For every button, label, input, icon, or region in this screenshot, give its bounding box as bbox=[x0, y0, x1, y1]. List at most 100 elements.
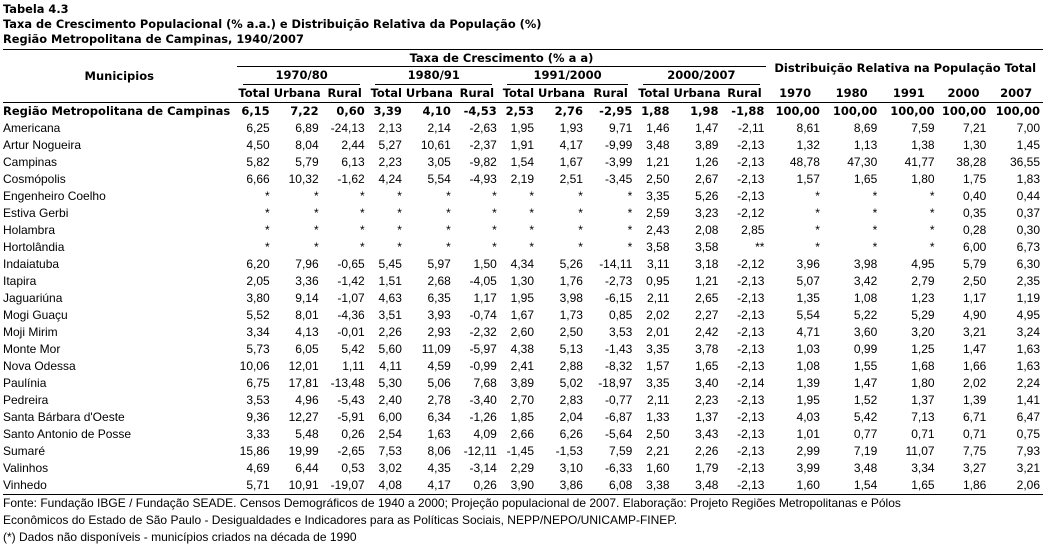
table-cell: 4,08 bbox=[367, 477, 405, 495]
table-cell: * bbox=[872, 240, 878, 254]
table-cell: 1,57 bbox=[646, 359, 670, 373]
table-cell: 0,26 bbox=[453, 477, 500, 495]
table-cell: 9,71 bbox=[608, 121, 633, 135]
table-cell: 0,77 bbox=[853, 427, 878, 441]
table-cell: -2,13 bbox=[737, 359, 765, 373]
table-cell: 1,08 bbox=[796, 359, 820, 373]
table-cell: -2,63 bbox=[469, 121, 497, 135]
table-cell: 5,06 bbox=[427, 376, 451, 390]
table-cell: -0,74 bbox=[469, 308, 497, 322]
table-cell: 2,01 bbox=[646, 325, 670, 339]
table-cell: 1,30 bbox=[510, 274, 534, 288]
table-cell: 3,48 bbox=[672, 477, 722, 495]
table-cell: 2,50 bbox=[646, 427, 670, 441]
table-cell: * bbox=[265, 206, 270, 220]
table-cell: -1,53 bbox=[555, 444, 583, 458]
table-cell: * bbox=[529, 223, 534, 237]
table-cell: 5,30 bbox=[378, 376, 402, 390]
table-cell: 2,65 bbox=[695, 291, 719, 305]
table-cell: 4,35 bbox=[427, 461, 451, 475]
table-cell: 0,35 bbox=[962, 206, 987, 220]
table-cell: 2,68 bbox=[427, 274, 451, 288]
table-cell: 1,47 bbox=[853, 376, 878, 390]
table-cell: 1,60 bbox=[646, 461, 670, 475]
table-cell: 2,78 bbox=[427, 393, 451, 407]
table-cell: 1,95 bbox=[510, 291, 534, 305]
table-cell: 3,11 bbox=[647, 257, 670, 271]
table-cell: 3,20 bbox=[911, 325, 935, 339]
table-cell: 2,40 bbox=[378, 393, 402, 407]
table-row: Santo Antonio de Posse 3,33 5,48 0,26 2,54 1,… bbox=[3, 426, 1043, 443]
header-rural: Rural bbox=[453, 85, 500, 103]
table-cell: 3,80 bbox=[246, 291, 270, 305]
header-urbana: Urbana bbox=[672, 85, 722, 103]
table-cell: 5,42 bbox=[853, 410, 878, 424]
table-cell: -2,13 bbox=[721, 477, 768, 495]
table-cell: 2,21 bbox=[646, 444, 670, 458]
table-cell: 1,01 bbox=[796, 427, 820, 441]
municipio-name: Campinas bbox=[3, 155, 58, 169]
table-cell: * bbox=[929, 223, 935, 237]
header-rural: Rural bbox=[721, 85, 768, 103]
municipio-name: Moji Mirim bbox=[3, 325, 58, 339]
table-cell: 5,79 bbox=[962, 257, 987, 271]
table-cell: -3,40 bbox=[469, 393, 497, 407]
table-cell: -2,13 bbox=[737, 138, 765, 152]
table-cell: 4,90 bbox=[962, 308, 987, 322]
table-cell: * bbox=[627, 240, 633, 254]
table-cell: -2,13 bbox=[737, 155, 765, 169]
table-cell: 3,58 bbox=[646, 240, 670, 254]
table-cell: 6,75 bbox=[246, 376, 270, 390]
municipio-name: Indaiatuba bbox=[3, 257, 60, 271]
table-cell: 0,30 bbox=[1016, 223, 1040, 237]
table-cell: -9,99 bbox=[604, 138, 633, 152]
table-cell: -2,13 bbox=[737, 461, 765, 475]
table-cell: -5,64 bbox=[604, 427, 633, 441]
table-row: Valinhos 4,69 6,44 0,53 3,02 4,35 -3,14 2,29 3,1… bbox=[3, 460, 1043, 477]
table-cell: -6,15 bbox=[604, 291, 633, 305]
table-cell: * bbox=[446, 223, 451, 237]
table-row: Jaguariúna 3,80 9,14 -1,07 4,63 6,35 1,17 1,95 3… bbox=[3, 290, 1043, 307]
table-cell: 6,00 bbox=[962, 240, 987, 254]
table-cell: 8,06 bbox=[427, 444, 451, 458]
header-period-label: 2000/2007 bbox=[642, 67, 760, 85]
table-cell: 2,60 bbox=[510, 325, 534, 339]
table-cell: 3,89 bbox=[695, 138, 719, 152]
table-row: Holambra * * * * * * * * * 2,43 2,08 2,85 * * * 0,28 0,30 bbox=[3, 222, 1043, 239]
table-cell: 6,30 bbox=[1016, 257, 1040, 271]
header-taxa-label: Taxa de Crescimento (% a a) bbox=[236, 50, 767, 67]
table-cell: 7,21 bbox=[962, 121, 987, 135]
table-cell: 6,08 bbox=[585, 477, 636, 495]
table-cell: 2,53 bbox=[505, 104, 534, 118]
table-cell: 100,00 bbox=[832, 104, 878, 118]
header-period: 1970/80 bbox=[236, 67, 368, 85]
municipio-name: Paulínia bbox=[3, 376, 47, 390]
municipio-name: Itapira bbox=[3, 274, 37, 288]
table-cell: 3,24 bbox=[1016, 325, 1040, 339]
data-table: Municipios Taxa de Crescimento (% a a) D… bbox=[3, 49, 1043, 495]
table-cell: -13,48 bbox=[330, 376, 365, 390]
table-cell: 2,23 bbox=[378, 155, 402, 169]
table-cell: 0,37 bbox=[1016, 206, 1040, 220]
table-cell: 48,78 bbox=[789, 155, 820, 169]
table-cell: 5,02 bbox=[559, 376, 583, 390]
municipio-name: Região Metropolitana de Campinas bbox=[3, 104, 231, 118]
table-cell: 3,98 bbox=[853, 257, 878, 271]
table-cell: -2,13 bbox=[737, 172, 765, 186]
header-period: 1991/2000 bbox=[500, 67, 636, 85]
table-cell: -2,13 bbox=[737, 342, 765, 356]
table-cell: 2,23 bbox=[695, 393, 719, 407]
table-cell: 1,83 bbox=[1016, 172, 1040, 186]
table-cell: 2,79 bbox=[911, 274, 935, 288]
table-cell: 2,93 bbox=[427, 325, 451, 339]
table-cell: 0,28 bbox=[962, 223, 987, 237]
table-cell: * bbox=[492, 189, 497, 203]
table-cell: -2,13 bbox=[737, 291, 765, 305]
table-cell: -2,32 bbox=[469, 325, 497, 339]
table-cell: 1,32 bbox=[796, 138, 820, 152]
table-cell: 10,91 bbox=[272, 477, 322, 495]
table-cell: -2,73 bbox=[604, 274, 633, 288]
table-cell: 4,11 bbox=[379, 359, 402, 373]
table-cell: 5,22 bbox=[853, 308, 878, 322]
table-cell: 1,80 bbox=[911, 172, 935, 186]
